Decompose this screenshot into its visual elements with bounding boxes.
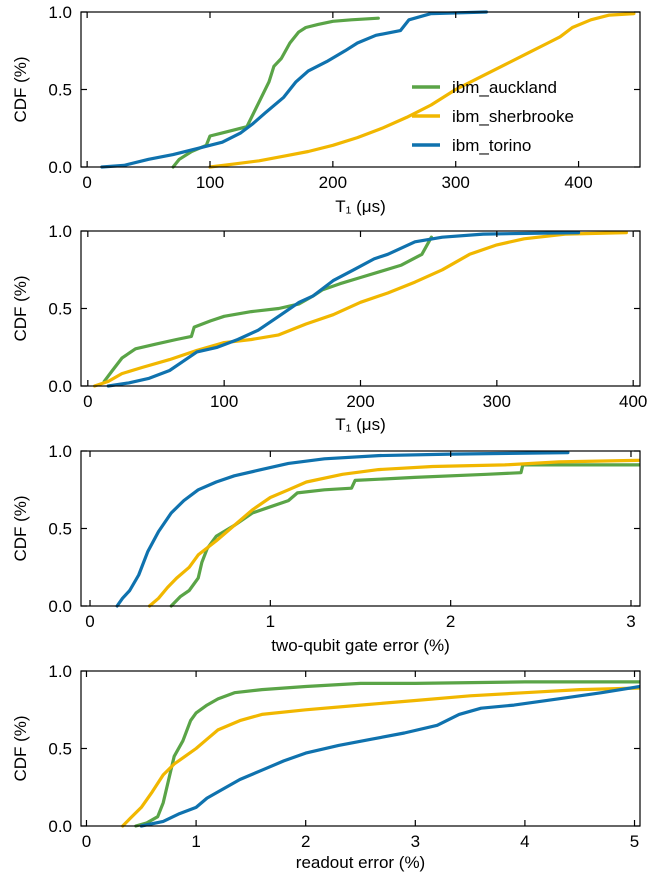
chart-panel-4: 0 1 2 3 4 5 0.0 0.5 1.0 readout error (%) CDF (%)	[11, 662, 641, 872]
x-axis-label: two-qubit gate error (%)	[271, 636, 450, 655]
series-line-ibm-torino	[115, 451, 570, 608]
x-tick-label: 3	[411, 832, 420, 851]
x-tick-label: 1	[191, 832, 200, 851]
chart-panel-1: 0 100 200 300 400 0.0 0.5 1.0 T₁ (μs) CDF (%)	[11, 3, 641, 216]
chart-panel-2: 0 100 200 300 400 0.0 0.5 1.0 T₁ (μs) CDF (%)	[11, 222, 647, 434]
y-tick-label: 0.5	[48, 740, 72, 759]
series-line-ibm-sherbrooke	[121, 686, 640, 828]
y-tick-label: 1.0	[48, 222, 72, 241]
x-tick-label: 200	[319, 173, 347, 192]
y-axis-label: CDF (%)	[11, 495, 30, 561]
x-tick-label: 2	[301, 832, 310, 851]
x-tick-label: 300	[483, 392, 511, 411]
x-tick-label: 2	[446, 612, 455, 631]
series-line-ibm-torino	[106, 231, 581, 388]
x-axis-label: T₁ (μs)	[335, 197, 385, 216]
x-tick-label: 200	[346, 392, 374, 411]
x-tick-label: 0	[83, 392, 92, 411]
y-tick-label: 0.5	[48, 81, 72, 100]
y-tick-label: 0.5	[48, 520, 72, 539]
y-tick-label: 1.0	[48, 442, 72, 461]
y-axis-label: CDF (%)	[11, 275, 30, 341]
legend-label-ibm-torino: ibm_torino	[452, 136, 531, 155]
x-tick-label: 400	[619, 392, 647, 411]
x-axis-label: T₁ (μs)	[335, 415, 385, 434]
x-tick-label: 5	[630, 832, 639, 851]
chart-panel-3: 0 1 2 3 0.0 0.5 1.0 two-qubit gate error (%) CDF…	[11, 442, 641, 655]
plot-frame	[80, 450, 641, 607]
y-tick-label: 0.5	[48, 300, 72, 319]
series-group	[115, 451, 640, 608]
y-axis-label: CDF (%)	[11, 715, 30, 781]
series-line-ibm-sherbrooke	[208, 12, 636, 169]
y-tick-label: 1.0	[48, 662, 72, 681]
legend-label-ibm-auckland: ibm_auckland	[452, 78, 557, 97]
legend-label-ibm-sherbrooke: ibm_sherbrooke	[452, 107, 574, 126]
series-line-ibm-auckland	[169, 463, 640, 608]
x-tick-label: 400	[564, 173, 592, 192]
series-group	[100, 10, 636, 169]
series-line-ibm-torino	[100, 10, 488, 169]
y-axis-label: CDF (%)	[11, 56, 30, 122]
x-tick-label: 0	[82, 832, 91, 851]
y-tick-label: 0.0	[48, 597, 72, 616]
x-axis-label: readout error (%)	[296, 853, 425, 872]
series-line-ibm-torino	[139, 684, 640, 828]
x-tick-label: 100	[210, 392, 238, 411]
y-tick-label: 0.0	[48, 377, 72, 396]
y-tick-label: 1.0	[48, 3, 72, 22]
series-line-ibm-auckland	[134, 680, 640, 828]
x-tick-label: 0	[85, 612, 94, 631]
series-group	[121, 680, 640, 828]
series-line-ibm-sherbrooke	[92, 231, 629, 388]
y-tick-label: 0.0	[48, 158, 72, 177]
x-tick-label: 4	[520, 832, 529, 851]
legend: ibm_auckland ibm_sherbrooke ibm_torino	[412, 78, 574, 155]
x-tick-label: 100	[196, 173, 224, 192]
x-tick-label: 1	[266, 612, 275, 631]
plot-frame	[80, 230, 641, 387]
y-tick-label: 0.0	[48, 817, 72, 836]
x-tick-label: 300	[442, 173, 470, 192]
series-line-ibm-auckland	[102, 235, 433, 383]
series-line-ibm-auckland	[171, 16, 380, 169]
x-tick-label: 0	[82, 173, 91, 192]
series-line-ibm-sherbrooke	[147, 458, 640, 608]
x-tick-label: 3	[626, 612, 635, 631]
series-group	[92, 231, 629, 388]
